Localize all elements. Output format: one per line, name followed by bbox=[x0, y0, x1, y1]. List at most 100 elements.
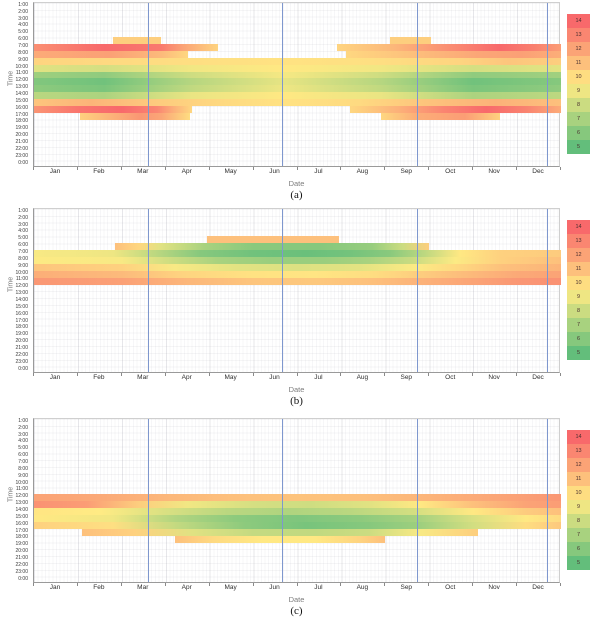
legend-value-label: 10 bbox=[575, 74, 582, 80]
y-axis-time-label: 7:00 bbox=[18, 43, 28, 50]
x-axis-tick bbox=[252, 166, 254, 170]
x-axis-tick bbox=[208, 372, 210, 376]
x-axis-tick bbox=[296, 166, 298, 170]
y-axis-time-label: 20:00 bbox=[15, 338, 28, 345]
legend-cell: 12 bbox=[567, 42, 590, 56]
y-axis-time-label: 2:00 bbox=[18, 424, 28, 431]
heatmap-row-1500 bbox=[34, 514, 561, 522]
y-axis-time-label: 2:00 bbox=[18, 8, 28, 15]
heatmap-row-700 bbox=[34, 44, 219, 52]
x-axis-month-label: Feb bbox=[93, 584, 105, 591]
heatmap-row-1700 bbox=[380, 112, 500, 120]
y-axis-time-label: 20:00 bbox=[15, 548, 28, 555]
heatmap-panel-c: 1:00 2:00 3:00 4:00 5:00 6:00 7:00 8:00 9:00 10:0… bbox=[0, 416, 600, 622]
y-axis-time-label: 22:00 bbox=[15, 351, 28, 358]
x-axis-month-label: Feb bbox=[93, 168, 105, 175]
heatmap-row-1000 bbox=[34, 270, 561, 278]
legend-value-label: 5 bbox=[576, 350, 581, 356]
y-axis-time-label: 14:00 bbox=[15, 297, 28, 304]
y-axis-time-label: 22:00 bbox=[15, 561, 28, 568]
x-axis-tick bbox=[384, 372, 386, 376]
y-axis-time-label: 10:00 bbox=[15, 479, 28, 486]
seasonal-guide-line bbox=[416, 209, 418, 372]
color-scale-legend-c: 14 13 12 11 10 9 8 7 6 5 bbox=[567, 430, 590, 570]
x-axis-tick bbox=[516, 372, 518, 376]
y-axis-time-label: 17:00 bbox=[15, 527, 28, 534]
heatmap-row-1800 bbox=[174, 535, 386, 543]
y-axis-time-label: 4:00 bbox=[18, 22, 28, 29]
heatmap-row-700 bbox=[337, 44, 561, 52]
legend-value-label: 9 bbox=[576, 88, 581, 94]
seasonal-guide-line bbox=[416, 419, 418, 582]
legend-cell: 7 bbox=[567, 318, 590, 332]
y-axis-time-label: 11:00 bbox=[15, 70, 28, 77]
legend-value-label: 14 bbox=[575, 434, 582, 440]
y-axis-time-label: 1:00 bbox=[18, 1, 28, 8]
y-axis-time-label: 12:00 bbox=[15, 77, 28, 84]
x-axis-tick bbox=[252, 372, 254, 376]
heatmap-row-1000 bbox=[34, 64, 561, 72]
legend-value-label: 9 bbox=[576, 294, 581, 300]
heatmap-row-1400 bbox=[34, 92, 561, 100]
legend-value-label: 7 bbox=[576, 532, 581, 538]
panel-caption-c: (c) bbox=[290, 605, 303, 617]
x-axis-month-label: Mar bbox=[137, 374, 149, 381]
y-axis-time-label: 18:00 bbox=[15, 534, 28, 541]
x-axis-month-label: Sep bbox=[400, 374, 413, 381]
y-axis-time-label: 16:00 bbox=[15, 310, 28, 317]
heatmap-row-1200 bbox=[34, 494, 561, 502]
legend-value-label: 7 bbox=[576, 116, 581, 122]
x-axis-tick bbox=[384, 166, 386, 170]
x-axis-month-labels: Jan Feb Mar Apr May Jun Jul Aug Sep Oct Nov Dec bbox=[33, 373, 560, 382]
x-axis-month-label: Jan bbox=[49, 168, 61, 175]
legend-cell: 8 bbox=[567, 304, 590, 318]
legend-cell: 7 bbox=[567, 528, 590, 542]
seasonal-guide-line bbox=[148, 209, 150, 372]
y-axis-time-label: 9:00 bbox=[18, 56, 28, 63]
legend-cell: 13 bbox=[567, 28, 590, 42]
legend-cell: 14 bbox=[567, 220, 590, 234]
heatmap-row-1600 bbox=[34, 105, 193, 113]
legend-cell: 6 bbox=[567, 332, 590, 346]
legend-cell: 10 bbox=[567, 486, 590, 500]
x-axis-tick bbox=[208, 582, 210, 586]
y-axis-time-label: 3:00 bbox=[18, 15, 28, 22]
x-axis-month-label: Dec bbox=[532, 374, 544, 381]
x-axis-tick bbox=[472, 166, 474, 170]
y-axis-time-label: 15:00 bbox=[15, 513, 28, 520]
legend-value-label: 10 bbox=[575, 280, 582, 286]
x-axis-month-label: Apr bbox=[181, 584, 192, 591]
x-axis-tick bbox=[120, 372, 122, 376]
y-axis-time-label: 7:00 bbox=[18, 459, 28, 466]
legend-value-label: 8 bbox=[576, 308, 581, 314]
x-axis-tick bbox=[33, 582, 34, 586]
seasonal-guide-line bbox=[148, 419, 150, 582]
x-axis-tick bbox=[472, 372, 474, 376]
color-scale-legend-a: 14 13 12 11 10 9 8 7 6 5 bbox=[567, 14, 590, 154]
y-axis-time-label: 23:00 bbox=[15, 568, 28, 575]
legend-cell: 11 bbox=[567, 56, 590, 70]
y-axis-time-labels: 1:00 2:00 3:00 4:00 5:00 6:00 7:00 8:00 9:00 10:0… bbox=[0, 208, 30, 373]
seasonal-guide-line bbox=[416, 3, 418, 166]
y-axis-time-label: 18:00 bbox=[15, 324, 28, 331]
x-axis-month-label: May bbox=[224, 168, 237, 175]
heatmap-row-900 bbox=[34, 263, 561, 271]
y-axis-time-label: 16:00 bbox=[15, 520, 28, 527]
x-axis-month-label: Aug bbox=[356, 584, 369, 591]
x-axis-tick bbox=[296, 372, 298, 376]
heatmap-row-1100 bbox=[34, 277, 561, 285]
x-axis-tick bbox=[33, 372, 34, 376]
heatmap-row-800 bbox=[34, 50, 188, 58]
x-axis-month-label: Apr bbox=[181, 168, 192, 175]
x-axis-month-label: May bbox=[224, 584, 237, 591]
heatmap-row-1300 bbox=[34, 85, 561, 93]
legend-value-label: 14 bbox=[575, 224, 582, 230]
legend-cell: 9 bbox=[567, 500, 590, 514]
x-axis-tick bbox=[560, 372, 561, 376]
y-axis-time-label: 1:00 bbox=[18, 417, 28, 424]
x-axis-month-label: Apr bbox=[181, 374, 192, 381]
heatmap-row-1200 bbox=[34, 78, 561, 86]
y-axis-time-label: 0:00 bbox=[18, 365, 28, 372]
panel-caption-b: (b) bbox=[290, 395, 303, 407]
y-axis-time-label: 5:00 bbox=[18, 235, 28, 242]
